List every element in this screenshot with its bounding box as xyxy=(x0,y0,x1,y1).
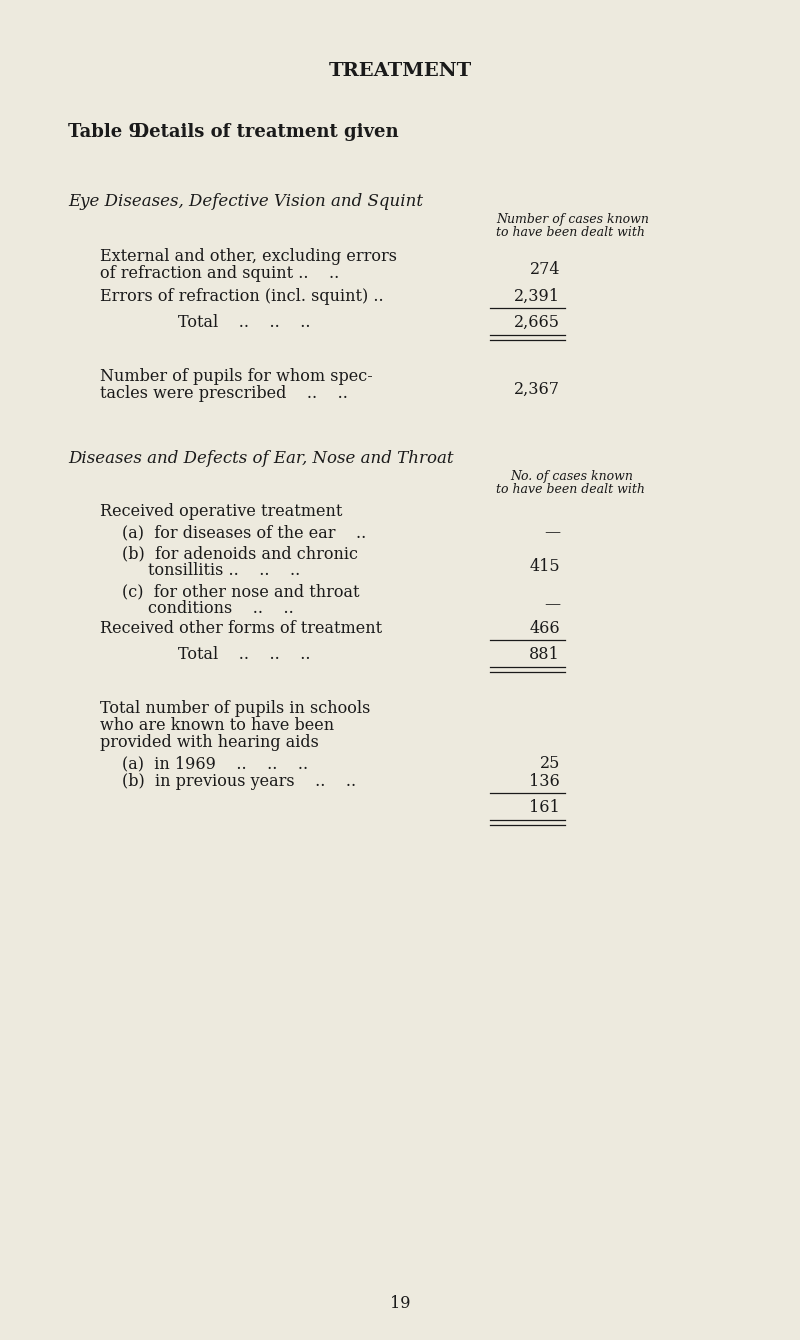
Text: 2,367: 2,367 xyxy=(514,381,560,398)
Text: provided with hearing aids: provided with hearing aids xyxy=(100,734,319,750)
Text: Total number of pupils in schools: Total number of pupils in schools xyxy=(100,699,370,717)
Text: Total    ..    ..    ..: Total .. .. .. xyxy=(178,646,310,663)
Text: conditions    ..    ..: conditions .. .. xyxy=(148,600,294,616)
Text: Number of pupils for whom spec-: Number of pupils for whom spec- xyxy=(100,369,373,385)
Text: TREATMENT: TREATMENT xyxy=(328,62,472,80)
Text: 25: 25 xyxy=(540,754,560,772)
Text: (c)  for other nose and throat: (c) for other nose and throat xyxy=(122,583,359,600)
Text: 2,391: 2,391 xyxy=(514,288,560,306)
Text: of refraction and squint ..    ..: of refraction and squint .. .. xyxy=(100,265,339,281)
Text: (a)  for diseases of the ear    ..: (a) for diseases of the ear .. xyxy=(122,524,366,541)
Text: who are known to have been: who are known to have been xyxy=(100,717,334,734)
Text: External and other, excluding errors: External and other, excluding errors xyxy=(100,248,397,265)
Text: 881: 881 xyxy=(530,646,560,663)
Text: 466: 466 xyxy=(530,620,560,636)
Text: 415: 415 xyxy=(530,557,560,575)
Text: tonsillitis ..    ..    ..: tonsillitis .. .. .. xyxy=(148,561,300,579)
Text: 19: 19 xyxy=(390,1294,410,1312)
Text: Received operative treatment: Received operative treatment xyxy=(100,502,342,520)
Text: tacles were prescribed    ..    ..: tacles were prescribed .. .. xyxy=(100,385,348,402)
Text: 136: 136 xyxy=(530,773,560,791)
Text: Table 9.: Table 9. xyxy=(68,123,147,141)
Text: Errors of refraction (incl. squint) ..: Errors of refraction (incl. squint) .. xyxy=(100,288,384,306)
Text: No. of cases known: No. of cases known xyxy=(510,470,633,482)
Text: Number of cases known: Number of cases known xyxy=(496,213,649,226)
Text: —: — xyxy=(544,524,560,541)
Text: —: — xyxy=(544,596,560,612)
Text: Eye Diseases, Defective Vision and Squint: Eye Diseases, Defective Vision and Squin… xyxy=(68,193,423,210)
Text: 161: 161 xyxy=(530,799,560,816)
Text: (b)  for adenoids and chronic: (b) for adenoids and chronic xyxy=(122,545,358,561)
Text: to have been dealt with: to have been dealt with xyxy=(496,226,645,239)
Text: 274: 274 xyxy=(530,261,560,277)
Text: Diseases and Defects of Ear, Nose and Throat: Diseases and Defects of Ear, Nose and Th… xyxy=(68,450,454,468)
Text: Total    ..    ..    ..: Total .. .. .. xyxy=(178,314,310,331)
Text: Received other forms of treatment: Received other forms of treatment xyxy=(100,620,382,636)
Text: (a)  in 1969    ..    ..    ..: (a) in 1969 .. .. .. xyxy=(122,754,308,772)
Text: Details of treatment given: Details of treatment given xyxy=(121,123,398,141)
Text: to have been dealt with: to have been dealt with xyxy=(496,482,645,496)
Text: 2,665: 2,665 xyxy=(514,314,560,331)
Text: (b)  in previous years    ..    ..: (b) in previous years .. .. xyxy=(122,773,356,791)
